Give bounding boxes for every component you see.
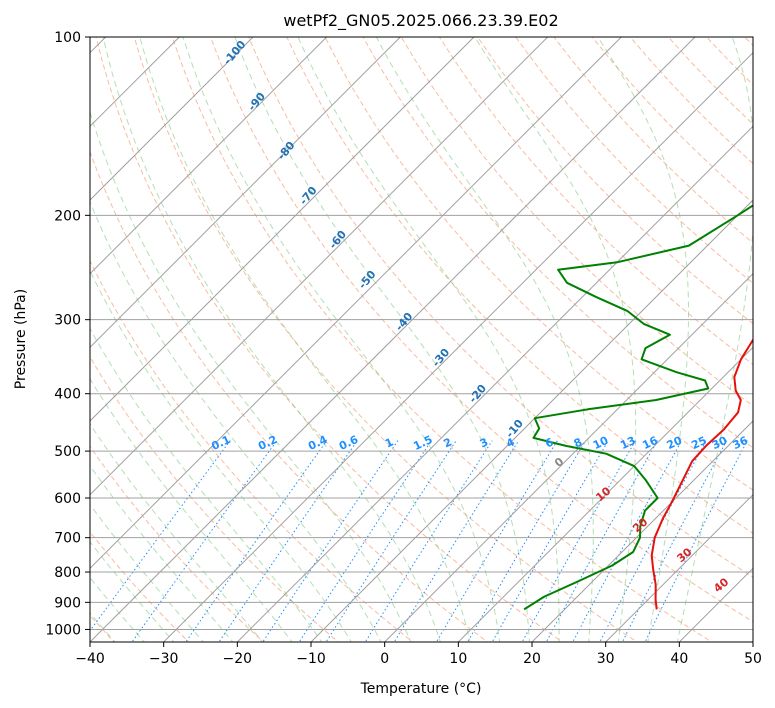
y-tick-label: 600 [54,491,81,507]
dry-adiabat-line [133,37,638,642]
mixing-ratio-line [325,440,457,642]
dry-adiabat-line [324,37,753,491]
dry-adiabat-line [515,37,753,284]
plot-frame [89,36,754,643]
isotherm-line [457,346,753,642]
y-tick-label: 1000 [45,622,81,638]
mixing-ratio-line [599,440,707,642]
x-tick-label: −30 [149,651,179,667]
isotherm-line [384,272,753,642]
dewpoint-profile-line [523,204,753,611]
mixing-ratio-line [185,440,328,642]
isotherm-line [90,37,328,275]
mixing-ratio-line [621,440,728,642]
x-axis: −40 −30 −20 −10 0 10 20 30 40 50 [75,642,762,667]
x-tick-label: 40 [670,651,688,667]
mixing-ratio-line [545,440,659,642]
mixing-ratio-label: 25 [689,434,708,452]
mixing-ratio-line [131,440,278,642]
isotherm-line [310,199,753,642]
isotherm-line [531,420,753,642]
isotherm-line [90,37,401,349]
isotherm-line [90,37,475,422]
isotherm-line [90,37,254,201]
y-tick-label: 300 [54,313,81,329]
x-tick-label: 50 [744,651,762,667]
x-tick-label: 30 [597,651,615,667]
mixing-ratio-line [435,440,558,642]
x-tick-label: 20 [523,651,541,667]
mixing-ratio-label: 10 [591,434,611,452]
dry-adiabat-line [209,37,753,623]
x-tick-label: 0 [380,651,389,667]
dry-adiabat-line [248,37,753,578]
y-tick-label: 800 [54,565,81,581]
mixing-ratio-line [262,440,399,642]
dry-adiabat-line [95,37,564,642]
mixing-ratio-label: 16 [640,434,660,452]
x-axis-title: Temperature (°C) [360,681,482,697]
dry-adiabat-line [90,531,190,642]
x-tick-label: −10 [296,651,326,667]
y-axis-title: Pressure (hPa) [13,289,29,389]
y-tick-label: 400 [54,387,81,403]
mixing-ratio-line [572,440,683,642]
moist-adiabat-line [90,200,382,642]
isotherm-line [90,37,696,642]
mixing-ratio-label: 13 [618,434,637,452]
dry-adiabat-line [286,37,753,534]
dry-adiabat-line [438,37,753,366]
isotherm-line [605,493,753,642]
isotherm-line [163,51,753,642]
dry-adiabat-line [171,37,713,642]
y-tick-label: 200 [54,208,81,224]
data-series [523,204,753,611]
plot-area: 0.1 0.2 0.4 0.6 1 1.5 2 3 4 6 8 10 13 16 20 25 30 3601020… [90,37,753,642]
chart-title: wetPf2_GN05.2025.066.23.39.E02 [283,11,558,31]
mixing-ratio-line [521,440,637,642]
isotherm-line [90,37,622,570]
x-tick-label: −40 [75,651,105,667]
mixing-ratio-label: 20 [665,434,685,452]
y-tick-label: 100 [54,30,81,46]
isotherm-line [90,37,549,496]
dry-adiabat-line [90,150,489,642]
x-tick-label: −20 [223,651,253,667]
y-tick-label: 500 [54,444,81,460]
dry-adiabat-line [400,37,753,407]
temperature-profile-line [650,337,753,610]
mixing-ratio-line [298,440,432,642]
grid-lines [90,37,753,642]
mixing-ratio-line [491,440,609,642]
y-tick-label: 900 [54,595,81,611]
mixing-ratio-label: 30 [710,434,730,452]
mixing-ratio-label: 36 [731,434,751,452]
x-tick-label: 10 [449,651,467,667]
y-tick-label: 700 [54,531,81,547]
y-axis: 100 200 300 400 500 600 700 800 900 1000 [45,30,90,638]
mixing-ratio-line [364,440,493,642]
isotherm-line [236,125,753,642]
moist-adiabat-line [90,110,412,642]
dry-adiabats [90,37,753,642]
